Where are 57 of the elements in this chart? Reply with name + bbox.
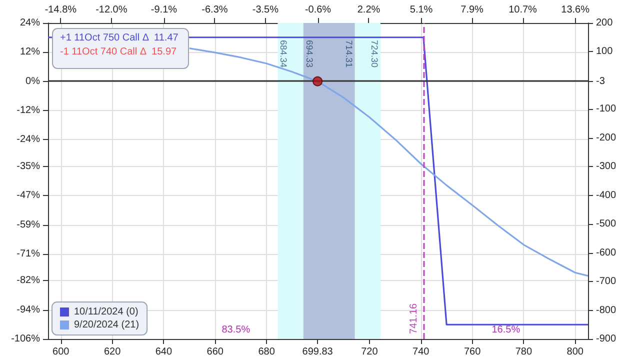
y2-tick-label: -800 [596, 304, 616, 316]
x2-tick-label: 5.1% [410, 4, 433, 16]
x-tick-label: 680 [258, 346, 276, 357]
y-tick-label: 0% [26, 76, 40, 87]
y-tick-label: -59% [16, 219, 40, 230]
x-tick-label: 800 [566, 346, 584, 357]
y-tick-label: -35% [16, 160, 40, 172]
annotation: 83.5% [222, 324, 250, 336]
y2-tick-label: -700 [596, 276, 616, 288]
x2-tick-label: 13.6% [561, 4, 590, 16]
x2-tick-label: -9.1% [150, 4, 178, 16]
y2-tick-label: -3 [596, 76, 606, 87]
x-tick-label: 760 [464, 346, 482, 357]
x-tick-label: 699.83 [302, 346, 334, 357]
y2-tick-label: -400 [596, 190, 616, 201]
x2-tick-label: -14.8% [44, 4, 77, 16]
x2-tick-label: -12.0% [96, 4, 128, 16]
y-tick-label: -12% [16, 105, 40, 116]
y2-tick-label: -300 [596, 161, 616, 172]
y-tick-label: -71% [16, 248, 40, 260]
y2-tick-label: -600 [596, 247, 616, 258]
x2-tick-label: -0.6% [304, 4, 332, 16]
x-tick-label: 620 [104, 346, 122, 357]
y-tick-label: -24% [16, 134, 40, 146]
legend-label: 9/20/2024 (21) [74, 320, 140, 330]
x2-tick-label: 10.7% [508, 4, 538, 16]
annotation: -1 11Oct 740 Call Δ 15.97 [60, 46, 177, 58]
y-tick-label: -94% [16, 304, 40, 316]
y2-tick-label: 200 [596, 18, 614, 28]
annotation: 694.33 [304, 40, 314, 68]
x-tick-label: 720 [361, 346, 378, 357]
y-tick-label: 12% [20, 46, 40, 58]
x-tick-label: 740 [412, 346, 430, 357]
x-tick-label: 780 [515, 346, 532, 357]
x2-tick-label: -6.3% [202, 4, 228, 16]
x-tick-label: 660 [206, 346, 224, 357]
x2-tick-label: -3.5% [252, 4, 279, 16]
ref-line-label: 741.16 [408, 302, 420, 334]
x-tick-label: 600 [52, 346, 70, 357]
y-tick-label: 24% [20, 18, 40, 28]
annotation: 16.5% [492, 324, 520, 336]
annotation: +1 11Oct 750 Call Δ 11.47 [60, 32, 179, 44]
legend-label: 10/11/2024 (0) [74, 306, 138, 318]
y2-tick-label: -900 [596, 334, 616, 344]
annotation: 684.34 [278, 40, 289, 68]
y-tick-label: -82% [16, 275, 40, 286]
y2-tick-label: 100 [596, 46, 614, 58]
annotation: 714.31 [344, 40, 354, 68]
y2-tick-label: -200 [596, 132, 616, 144]
y2-tick-label: -500 [596, 218, 616, 230]
x2-tick-label: 7.9% [460, 4, 484, 16]
annotation: 724.30 [369, 40, 380, 68]
y-tick-label: -106% [11, 334, 40, 344]
x2-tick-label: 2.2% [357, 4, 380, 16]
x-tick-label: 640 [155, 346, 172, 357]
y-tick-label: -47% [16, 190, 40, 202]
y2-tick-label: -100 [596, 104, 616, 115]
